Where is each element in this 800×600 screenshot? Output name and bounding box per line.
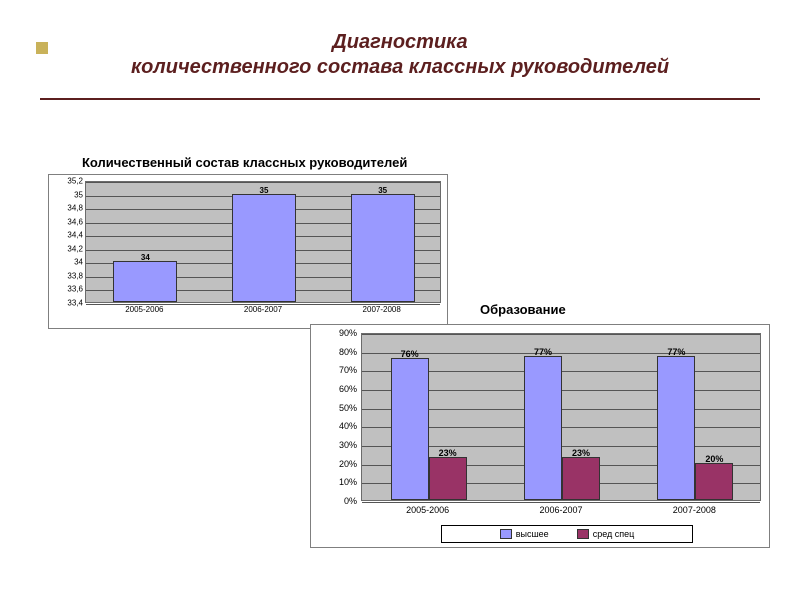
chart2-legend: высшее сред спец	[441, 525, 693, 543]
chart1-gridline	[86, 182, 440, 183]
chart2-bar-label: 76%	[391, 349, 429, 359]
chart1-bar	[232, 194, 296, 302]
chart1-title: Количественный состав классных руководит…	[82, 155, 407, 170]
chart2-xticks: 2005-20062006-20072007-2008	[361, 505, 761, 515]
chart2-ytick: 40%	[311, 421, 357, 431]
chart1-ytick: 34,8	[49, 204, 83, 213]
chart2-title: Образование	[480, 302, 566, 317]
chart2-ytick: 80%	[311, 347, 357, 357]
chart2-bar	[562, 457, 600, 500]
chart2-xtick: 2005-2006	[361, 505, 494, 515]
chart2-bar-label: 20%	[695, 454, 733, 464]
chart1-ytick: 35,2	[49, 177, 83, 186]
title-line-2: количественного состава классных руковод…	[0, 55, 800, 80]
chart1-bar-label: 35	[351, 186, 415, 195]
chart1-ytick: 34	[49, 258, 83, 267]
chart1-xtick: 2006-2007	[204, 305, 323, 314]
chart1-ytick: 35	[49, 190, 83, 199]
chart2-ytick: 30%	[311, 440, 357, 450]
title-underline	[40, 98, 760, 100]
chart2-ytick: 0%	[311, 496, 357, 506]
title-bullet	[36, 42, 48, 54]
chart1-bar	[351, 194, 415, 302]
chart2-bar	[657, 356, 695, 500]
chart2-bar	[391, 358, 429, 500]
chart2-container: 76% 23% 77% 23% 77% 20% 2005-20062006-2007200…	[310, 324, 770, 548]
chart2-ytick: 70%	[311, 365, 357, 375]
chart2-xtick: 2006-2007	[494, 505, 627, 515]
chart1-ytick: 34,2	[49, 244, 83, 253]
chart2-gridline	[362, 334, 760, 335]
chart2-legend-label: высшее	[516, 529, 549, 539]
chart1-ytick: 34,4	[49, 231, 83, 240]
chart1-ytick: 33,6	[49, 285, 83, 294]
chart2-gridline	[362, 502, 760, 503]
chart2-legend-item: высшее	[500, 529, 549, 539]
chart2-legend-label: сред спец	[593, 529, 635, 539]
chart2-legend-item: сред спец	[577, 529, 635, 539]
chart1-xtick: 2007-2008	[322, 305, 441, 314]
chart2-bar-label: 23%	[429, 448, 467, 458]
chart1-ytick: 33,4	[49, 299, 83, 308]
chart1-xticks: 2005-20062006-20072007-2008	[85, 305, 441, 314]
chart1-bar	[113, 261, 177, 302]
chart2-bar-label: 23%	[562, 448, 600, 458]
chart2-ytick: 50%	[311, 403, 357, 413]
chart1-ytick: 33,8	[49, 271, 83, 280]
chart2-legend-swatch	[577, 529, 589, 539]
chart2-ytick: 20%	[311, 459, 357, 469]
chart1-bar-label: 34	[113, 253, 177, 262]
chart2-xtick: 2007-2008	[628, 505, 761, 515]
chart2-bar	[695, 463, 733, 500]
chart1-plot: 34 35 35	[85, 181, 441, 303]
chart1-container: 343535 2005-20062006-20072007-2008 33,43…	[48, 174, 448, 329]
chart2-ytick: 10%	[311, 477, 357, 487]
chart2-plot: 76% 23% 77% 23% 77% 20%	[361, 333, 761, 501]
chart2-bar-label: 77%	[524, 347, 562, 357]
chart2-bar-label: 77%	[657, 347, 695, 357]
page-title: Диагностика количественного состава клас…	[0, 0, 800, 80]
chart1-bar-label: 35	[232, 186, 296, 195]
chart1-ytick: 34,6	[49, 217, 83, 226]
chart2-bar	[524, 356, 562, 500]
chart1-xtick: 2005-2006	[85, 305, 204, 314]
title-line-1: Диагностика	[0, 30, 800, 55]
chart2-ytick: 90%	[311, 328, 357, 338]
chart2-ytick: 60%	[311, 384, 357, 394]
chart2-bar	[429, 457, 467, 500]
chart2-legend-swatch	[500, 529, 512, 539]
